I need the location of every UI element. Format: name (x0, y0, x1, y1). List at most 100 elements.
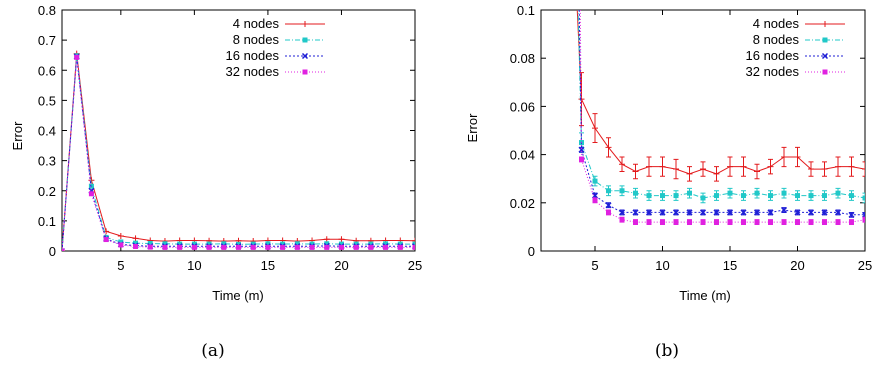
data-point (835, 219, 841, 225)
chart-a-y-ticks: 0 0.1 0.2 0.3 0.4 0.5 0.6 0.7 0.8 (38, 3, 415, 259)
data-point (821, 209, 828, 216)
data-point (646, 219, 652, 225)
data-point (646, 193, 652, 199)
series-line (577, 10, 865, 199)
data-point (687, 219, 692, 225)
data-point (700, 195, 706, 201)
data-point (280, 244, 286, 250)
data-point (727, 219, 733, 225)
data-point (822, 69, 828, 75)
data-point (673, 219, 679, 225)
legend-item: 8 nodes (233, 32, 325, 47)
data-point (606, 209, 611, 215)
legend-item: 16 nodes (226, 48, 325, 63)
data-point (632, 209, 639, 216)
data-point (754, 168, 760, 175)
y-tick-label: 0.3 (38, 154, 56, 169)
series-1 (576, 10, 865, 182)
data-point (714, 219, 719, 225)
series-4 (62, 54, 415, 251)
series-line (62, 53, 415, 251)
series-3 (62, 53, 415, 251)
data-point (808, 193, 814, 199)
data-point (726, 209, 734, 216)
legend-label: 8 nodes (233, 32, 280, 47)
data-point (645, 209, 653, 216)
data-point (700, 219, 706, 225)
series-2 (577, 10, 865, 204)
y-tick-label: 0.04 (510, 148, 535, 163)
data-point (103, 237, 109, 243)
data-point (88, 183, 94, 189)
data-point (338, 236, 345, 243)
data-point (619, 217, 625, 223)
chart-a-x-ticks: 5 10 15 20 25 (117, 10, 422, 273)
y-tick-label: 0.02 (510, 196, 535, 211)
legend-label: 4 nodes (233, 16, 280, 31)
data-point (302, 69, 308, 75)
series-line (62, 55, 415, 251)
series-1 (62, 50, 415, 251)
data-point (768, 219, 773, 225)
data-point (632, 168, 639, 175)
data-point (221, 244, 227, 250)
y-tick-label: 0.7 (38, 33, 56, 48)
data-point (592, 178, 598, 184)
data-point (822, 193, 827, 199)
x-tick-label: 20 (790, 258, 804, 273)
chart-b-frame (540, 9, 866, 252)
data-point (795, 219, 800, 225)
chart-b-x-label: Time (m) (679, 288, 731, 303)
legend-label: 32 nodes (746, 64, 800, 79)
data-point (714, 193, 719, 199)
data-point (673, 166, 679, 173)
data-point (754, 190, 760, 196)
x-tick-label: 5 (591, 258, 598, 273)
legend-item: 32 nodes (746, 64, 845, 79)
data-point (592, 197, 598, 203)
data-point (578, 146, 585, 153)
data-point (250, 244, 256, 250)
data-point (794, 154, 801, 161)
data-point (301, 52, 309, 60)
legend-item: 4 nodes (233, 16, 325, 31)
data-point (781, 219, 787, 225)
legend-item: 32 nodes (226, 64, 325, 79)
legend-item: 4 nodes (753, 16, 845, 31)
legend-label: 16 nodes (226, 48, 280, 63)
data-point (606, 188, 611, 194)
data-point (338, 244, 344, 250)
legend-label: 16 nodes (746, 48, 800, 63)
data-point (591, 192, 599, 199)
data-point (353, 244, 359, 250)
data-point (294, 244, 300, 250)
error-bar (862, 192, 865, 204)
series-2 (62, 53, 415, 251)
x-tick-label: 20 (334, 258, 348, 273)
legend-label: 32 nodes (226, 64, 280, 79)
data-point (74, 54, 80, 60)
legend-label: 8 nodes (753, 32, 800, 47)
data-point (191, 244, 197, 250)
x-tick-label: 10 (187, 258, 201, 273)
data-point (767, 163, 774, 170)
data-point (324, 244, 330, 250)
data-point (660, 193, 665, 199)
data-point (834, 209, 842, 216)
data-point (397, 244, 403, 250)
data-point (133, 243, 139, 249)
chart-b-y-ticks: 0 0.02 0.04 0.06 0.08 0.1 (510, 3, 865, 259)
data-point (633, 190, 638, 196)
y-tick-label: 0.1 (38, 214, 56, 229)
series-line (578, 10, 865, 216)
data-point (177, 244, 183, 250)
data-point (808, 166, 814, 173)
data-point (62, 248, 65, 251)
data-point (754, 219, 760, 225)
legend-item: 8 nodes (753, 32, 845, 47)
data-point (302, 37, 308, 43)
data-point (118, 242, 124, 248)
data-point (848, 211, 855, 218)
data-point (861, 211, 865, 218)
data-point (862, 166, 865, 173)
